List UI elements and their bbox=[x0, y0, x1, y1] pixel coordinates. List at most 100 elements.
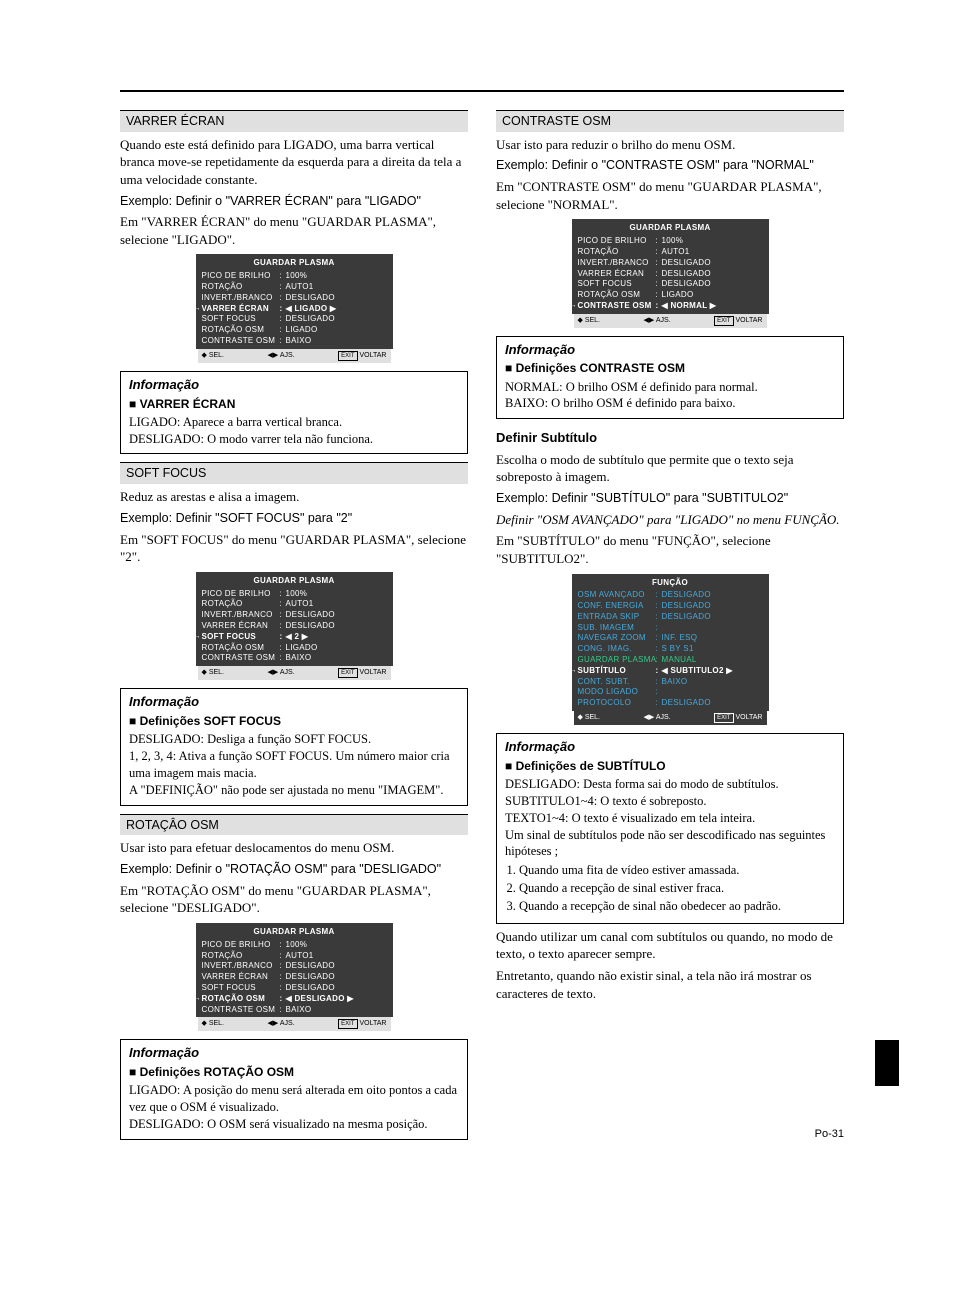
paragraph: Em "ROTAÇÃO OSM" do menu "GUARDAR PLASMA… bbox=[120, 882, 468, 917]
section-heading-softfocus: SOFT FOCUS bbox=[120, 462, 468, 484]
section-heading-contraste: CONTRASTE OSM bbox=[496, 110, 844, 132]
osd-title: FUNÇÃO bbox=[578, 578, 763, 589]
osd-row-label: VARRER ÉCRAN bbox=[578, 269, 656, 280]
osd-row-value: AUTO1 bbox=[662, 247, 763, 258]
osd-row: SUBTÍTULO:◀ SUBTITULO2 ▶ bbox=[578, 666, 763, 677]
osd-row-value: ◀ 2 ▶ bbox=[286, 632, 387, 643]
osd-row-value: AUTO1 bbox=[286, 282, 387, 293]
osd-row: SOFT FOCUS:DESLIGADO bbox=[202, 983, 387, 994]
osd-row: CONT. SUBT.:BAIXO bbox=[578, 677, 763, 688]
osd-row: CONG. IMAG.:S BY S1 bbox=[578, 644, 763, 655]
osd-row: PROTOCOLO:DESLIGADO bbox=[578, 698, 763, 709]
osd-row: ROTAÇÃO:AUTO1 bbox=[578, 247, 763, 258]
info-line: DESLIGADO: Desta forma sai do modo de su… bbox=[505, 776, 835, 793]
osd-row: PICO DE BRILHO:100% bbox=[578, 236, 763, 247]
osd-foot-exit: EXITVOLTAR bbox=[714, 316, 762, 326]
osd-row: PICO DE BRILHO:100% bbox=[202, 940, 387, 951]
osd-row: PICO DE BRILHO:100% bbox=[202, 271, 387, 282]
paragraph: Em "VARRER ÉCRAN" do menu "GUARDAR PLASM… bbox=[120, 213, 468, 248]
osd-row: SOFT FOCUS:◀ 2 ▶ bbox=[202, 632, 387, 643]
info-body: DESLIGADO: Desta forma sai do modo de su… bbox=[505, 776, 835, 915]
osd-menu-wrap: GUARDAR PLASMAPICO DE BRILHO:100%ROTAÇÃO… bbox=[120, 923, 468, 1031]
info-line: Um sinal de subtítulos pode não ser desc… bbox=[505, 827, 835, 861]
osd-row-value: DESLIGADO bbox=[662, 279, 763, 290]
osd-row-label: PICO DE BRILHO bbox=[578, 236, 656, 247]
osd-row-label: ENTRADA SKIP bbox=[578, 612, 656, 623]
osd-foot-ajs: ◀▶ AJS. bbox=[644, 316, 671, 326]
osd-row-value: ◀ DESLIGADO ▶ bbox=[286, 994, 387, 1005]
info-body: NORMAL: O brilho OSM é definido para nor… bbox=[505, 379, 835, 413]
osd-row: ROTAÇÃO OSM:LIGADO bbox=[202, 643, 387, 654]
osd-foot-exit: EXITVOLTAR bbox=[338, 668, 386, 678]
osd-row-value: LIGADO bbox=[662, 290, 763, 301]
paragraph: Usar isto para reduzir o brilho do menu … bbox=[496, 136, 844, 154]
osd-foot-exit: EXITVOLTAR bbox=[338, 351, 386, 361]
osd-row-value: DESLIGADO bbox=[286, 610, 387, 621]
osd-row: VARRER ÉCRAN:DESLIGADO bbox=[202, 972, 387, 983]
info-line: TEXTO1~4: O texto é visualizado em tela … bbox=[505, 810, 835, 827]
osd-foot-sel: ◆ SEL. bbox=[578, 316, 601, 326]
osd-row: VARRER ÉCRAN:◀ LIGADO ▶ bbox=[202, 304, 387, 315]
osd-foot-sel: ◆ SEL. bbox=[202, 1019, 225, 1029]
info-box-contraste: Informação Definições CONTRASTE OSM NORM… bbox=[496, 336, 844, 419]
osd-foot-ajs: ◀▶ AJS. bbox=[268, 668, 295, 678]
list-item: Quando a recepção de sinal não obedecer … bbox=[519, 898, 835, 915]
osd-row-value: BAIXO bbox=[286, 336, 387, 347]
osd-row: ROTAÇÃO OSM:LIGADO bbox=[578, 290, 763, 301]
osd-row-value: DESLIGADO bbox=[662, 269, 763, 280]
osd-row-label: ROTAÇÃO bbox=[202, 599, 280, 610]
osd-row-value: DESLIGADO bbox=[662, 590, 763, 601]
osd-row-value: DESLIGADO bbox=[662, 601, 763, 612]
osd-foot-sel: ◆ SEL. bbox=[202, 351, 225, 361]
info-line: DESLIGADO: Desliga a função SOFT FOCUS. bbox=[129, 731, 459, 748]
osd-foot-sel: ◆ SEL. bbox=[202, 668, 225, 678]
osd-row-value bbox=[662, 687, 763, 698]
two-column-layout: VARRER ÉCRAN Quando este está definido p… bbox=[120, 102, 844, 1140]
example-text: Exemplo: Definir "SOFT FOCUS" para "2" bbox=[120, 510, 468, 527]
right-column: CONTRASTE OSM Usar isto para reduzir o b… bbox=[496, 102, 844, 1140]
osd-row-label: ROTAÇÃO bbox=[202, 282, 280, 293]
osd-row: ROTAÇÃO OSM:◀ DESLIGADO ▶ bbox=[202, 994, 387, 1005]
osd-row-value: DESLIGADO bbox=[662, 258, 763, 269]
osd-row-label: PROTOCOLO bbox=[578, 698, 656, 709]
page-number: Po-31 bbox=[815, 1128, 844, 1140]
osd-row-label: ROTAÇÃO OSM bbox=[578, 290, 656, 301]
osd-title: GUARDAR PLASMA bbox=[202, 258, 387, 269]
osd-row-value: AUTO1 bbox=[286, 951, 387, 962]
osd-menu-wrap: FUNÇÃOOSM AVANÇADO:DESLIGADOCONF. ENERGI… bbox=[496, 574, 844, 726]
osd-row: CONTRASTE OSM:BAIXO bbox=[202, 653, 387, 664]
osd-row-label: CONTRASTE OSM bbox=[202, 1005, 280, 1016]
example-text: Exemplo: Definir o "ROTAÇÃO OSM" para "D… bbox=[120, 861, 468, 878]
osd-row: CONTRASTE OSM:BAIXO bbox=[202, 1005, 387, 1016]
info-subheading: Definições CONTRASTE OSM bbox=[505, 360, 835, 376]
list-item: Quando a recepção de sinal estiver fraca… bbox=[519, 880, 835, 897]
info-subheading: Definições SOFT FOCUS bbox=[129, 713, 459, 729]
osd-row-label: PICO DE BRILHO bbox=[202, 271, 280, 282]
osd-row-label: CONTRASTE OSM bbox=[202, 336, 280, 347]
osd-row-label: CONT. SUBT. bbox=[578, 677, 656, 688]
osd-row-value: DESLIGADO bbox=[286, 293, 387, 304]
osd-row-label: INVERT./BRANCO bbox=[202, 961, 280, 972]
osd-row: INVERT./BRANCO:DESLIGADO bbox=[578, 258, 763, 269]
osd-row: CONTRASTE OSM:BAIXO bbox=[202, 336, 387, 347]
osd-row: GUARDAR PLASMA:MANUAL bbox=[578, 655, 763, 666]
info-title: Informação bbox=[505, 738, 835, 756]
osd-footer: ◆ SEL. ◀▶ AJS. EXITVOLTAR bbox=[574, 711, 767, 725]
osd-row-label: SOFT FOCUS bbox=[202, 632, 280, 643]
osd-row-value: 100% bbox=[662, 236, 763, 247]
osd-row-label: SUBTÍTULO bbox=[578, 666, 656, 677]
osd-row-value: DESLIGADO bbox=[286, 972, 387, 983]
osd-menu-wrap: GUARDAR PLASMAPICO DE BRILHO:100%ROTAÇÃO… bbox=[120, 572, 468, 680]
info-box-rotacao: Informação Definições ROTAÇÃO OSM LIGADO… bbox=[120, 1039, 468, 1139]
info-title: Informação bbox=[129, 1044, 459, 1062]
osd-row-value: INF. ESQ bbox=[662, 633, 763, 644]
info-ordered-list: Quando uma fita de vídeo estiver amassad… bbox=[519, 862, 835, 915]
paragraph-italic: Definir "OSM AVANÇADO" para "LIGADO" no … bbox=[496, 511, 844, 529]
osd-footer: ◆ SEL. ◀▶ AJS. EXITVOLTAR bbox=[198, 666, 391, 680]
osd-row: INVERT./BRANCO:DESLIGADO bbox=[202, 610, 387, 621]
osd-row-label: VARRER ÉCRAN bbox=[202, 972, 280, 983]
osd-row-label: GUARDAR PLASMA bbox=[578, 655, 656, 666]
info-subheading: VARRER ÉCRAN bbox=[129, 396, 459, 412]
osd-row-label: NAVEGAR ZOOM bbox=[578, 633, 656, 644]
paragraph: Quando utilizar um canal com subtítulos … bbox=[496, 928, 844, 963]
